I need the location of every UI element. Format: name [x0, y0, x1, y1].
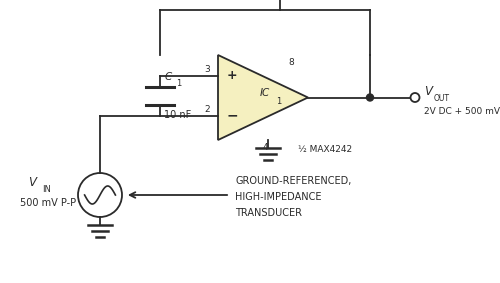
Text: 1: 1 — [276, 97, 281, 106]
Text: C: C — [165, 72, 172, 83]
Text: 3: 3 — [204, 65, 210, 74]
Text: 8: 8 — [288, 58, 294, 67]
Text: 10 nF: 10 nF — [164, 110, 191, 121]
Text: +: + — [226, 69, 237, 82]
Text: IN: IN — [42, 185, 51, 194]
Text: V: V — [28, 177, 36, 190]
Text: GROUND-REFERENCED,: GROUND-REFERENCED, — [235, 176, 352, 186]
Text: V: V — [424, 85, 432, 98]
Text: 2: 2 — [204, 106, 210, 115]
Text: −: − — [226, 108, 238, 123]
Circle shape — [366, 94, 374, 101]
Text: HIGH-IMPEDANCE: HIGH-IMPEDANCE — [235, 192, 322, 202]
Text: 1: 1 — [176, 79, 181, 88]
Text: 4: 4 — [262, 143, 268, 152]
Text: TRANSDUCER: TRANSDUCER — [235, 208, 302, 218]
Text: ½ MAX4242: ½ MAX4242 — [298, 145, 352, 154]
Polygon shape — [218, 55, 308, 140]
Text: 2V DC + 500 mV P-P: 2V DC + 500 mV P-P — [424, 107, 500, 116]
Text: 500 mV P-P: 500 mV P-P — [20, 198, 76, 208]
Text: OUT: OUT — [434, 94, 450, 103]
Text: IC: IC — [260, 89, 270, 98]
